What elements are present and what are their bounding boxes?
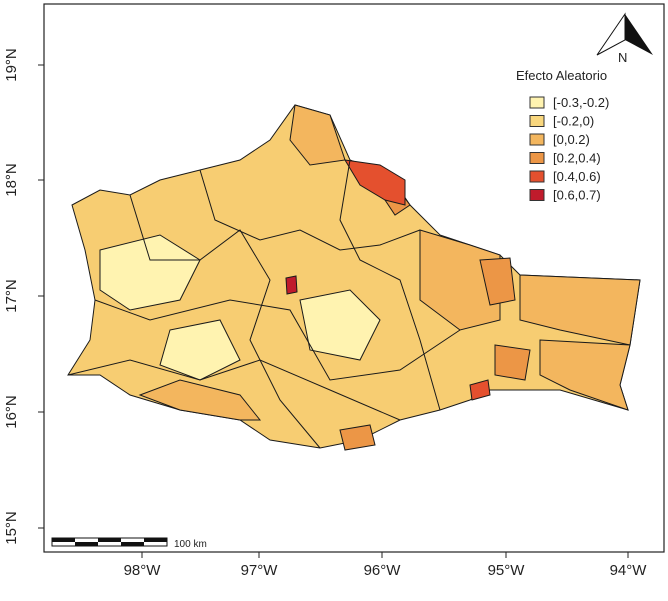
legend-swatch (529, 115, 545, 127)
scale-seg (121, 542, 144, 546)
region (339, 424, 376, 451)
legend: Efecto Aleatorio [-0.3,-0.2) [-0.2,0) [0,0… (516, 68, 609, 203)
region (138, 379, 262, 421)
legend-label: [0.6,0.7) (553, 188, 601, 203)
y-tick-label: 17°N (3, 279, 20, 313)
y-tick-label: 19°N (3, 48, 20, 82)
scale-bar: 100 km (51, 537, 207, 550)
scale-label: 100 km (174, 539, 207, 550)
scale-seg (144, 538, 167, 542)
legend-label: [0.2,0.4) (553, 151, 601, 166)
region (479, 257, 516, 306)
region (419, 229, 501, 331)
y-tick-label: 16°N (3, 395, 20, 429)
legend-label: [0,0.2) (553, 132, 590, 147)
boundary (199, 169, 421, 251)
legend-swatch (529, 170, 545, 183)
north-arrow: N (596, 12, 653, 65)
x-tick-label: 97°W (241, 562, 279, 579)
region (159, 319, 241, 381)
x-tick-label: 98°W (124, 562, 162, 579)
legend-swatch (529, 133, 545, 146)
boundary (339, 159, 441, 411)
region (99, 234, 201, 311)
scale-seg (75, 542, 98, 546)
y-tick-label: 18°N (3, 163, 20, 197)
y-tick-label: 15°N (3, 511, 20, 545)
x-tick-label: 96°W (364, 562, 402, 579)
boundary (94, 299, 461, 381)
legend-swatch (529, 189, 545, 201)
region (494, 344, 531, 381)
region (344, 159, 406, 206)
regions (67, 104, 641, 451)
x-axis: 98°W 97°W 96°W 95°W 94°W (124, 552, 648, 579)
legend-label: [-0.2,0) (553, 114, 594, 129)
boundary (67, 359, 401, 421)
region (519, 274, 641, 346)
x-tick-label: 95°W (488, 562, 526, 579)
x-tick-label: 94°W (610, 562, 648, 579)
y-axis: 19°N 18°N 17°N 16°N 15°N (3, 48, 44, 545)
legend-swatch (529, 152, 545, 164)
scale-seg (52, 538, 75, 542)
legend-swatch (529, 96, 545, 109)
legend-label: [0.4,0.6) (553, 169, 601, 184)
boundary (129, 194, 321, 449)
region (539, 339, 631, 411)
region (289, 104, 346, 166)
region (469, 379, 491, 401)
north-label: N (618, 50, 627, 65)
arrow-right (625, 14, 653, 55)
legend-title: Efecto Aleatorio (516, 68, 607, 83)
legend-label: [-0.3,-0.2) (553, 95, 609, 110)
scale-seg (98, 538, 121, 542)
region (285, 275, 298, 295)
